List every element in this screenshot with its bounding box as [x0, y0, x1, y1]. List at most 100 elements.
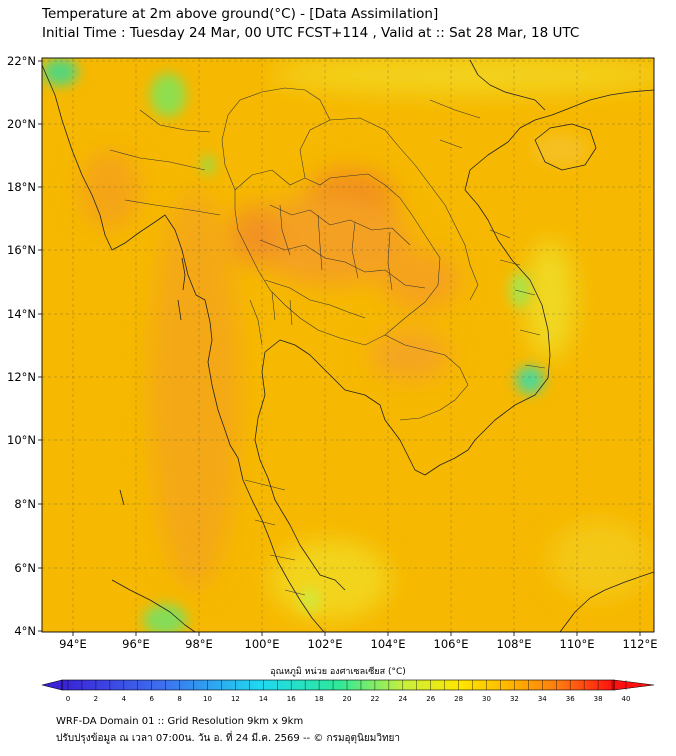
graticule — [42, 58, 654, 632]
cold-spot-chin-hills — [150, 73, 186, 117]
colorbar-tick-label: 40 — [622, 695, 631, 703]
lat-label: 8°N — [14, 497, 36, 511]
warm-area-central — [250, 195, 410, 285]
warm-area-andaman — [150, 190, 240, 590]
cool-area-highlands — [525, 240, 575, 360]
colorbar-tick-label: 24 — [398, 695, 407, 703]
lon-label: 104°E — [371, 637, 406, 651]
warm-regions — [80, 150, 460, 590]
colorbar-min-extension — [41, 679, 63, 691]
colorbar-tick-label: 30 — [482, 695, 491, 703]
colorbar-ticks — [67, 680, 627, 690]
coastline-gulf-north — [264, 339, 386, 421]
border-provinces-3 — [279, 204, 393, 291]
provincial-borders — [109, 87, 546, 596]
lon-label: 108°E — [497, 637, 532, 651]
coastline-borneo — [559, 571, 654, 632]
coastlines — [42, 59, 654, 632]
lon-label: 102°E — [308, 637, 343, 651]
colorbar-tick-label: 16 — [287, 695, 296, 703]
cold-spot-northwest — [42, 58, 78, 86]
colorbar-tick-label: 28 — [454, 695, 463, 703]
colorbar-tick-label: 26 — [426, 695, 435, 703]
lat-label: 16°N — [7, 243, 36, 257]
cold-spot-malay-ranges — [300, 588, 320, 612]
lat-label: 4°N — [14, 624, 36, 638]
colorbar-tick-label: 18 — [315, 695, 324, 703]
lon-label: 110°E — [560, 637, 595, 651]
cool-regions — [270, 58, 654, 620]
lon-label: 106°E — [434, 637, 469, 651]
lat-label: 12°N — [7, 370, 36, 384]
colorbar-tick-label: 36 — [566, 695, 575, 703]
colorbar-max-extension — [613, 679, 655, 691]
colorbar-tick-label: 4 — [122, 695, 127, 703]
coastline-malay-west — [237, 457, 325, 632]
lon-label: 112°E — [623, 637, 658, 651]
cool-area-southsea — [550, 520, 650, 600]
colorbar-tick-label: 6 — [149, 695, 154, 703]
cold-spot-shan — [202, 155, 214, 175]
latitude-axis: 22°N 20°N 18°N 16°N 14°N 12°N 10°N 8°N 6… — [7, 54, 42, 638]
lat-label: 22°N — [7, 54, 36, 68]
colorbar-tick-label: 20 — [343, 695, 352, 703]
cold-spot-sumatra — [143, 604, 187, 632]
coastline-hainan — [534, 123, 597, 171]
lon-label: 96°E — [122, 637, 150, 651]
footer-model-info: WRF-DA Domain 01 :: Grid Resolution 9km … — [56, 716, 304, 727]
colorbar-tick-label: 22 — [370, 695, 379, 703]
lat-label: 20°N — [7, 117, 36, 131]
border-myanmar-east — [221, 87, 331, 191]
cold-spot-annamite — [510, 272, 530, 308]
border-provinces-2 — [259, 239, 426, 289]
lat-label: 18°N — [7, 180, 36, 194]
coastline-andaman-islands — [119, 257, 186, 506]
hot-spot-north — [230, 205, 280, 265]
colorbar-tick-label: 10 — [203, 695, 212, 703]
colorbar-tick-label: 32 — [510, 695, 519, 703]
border-myanmar-states — [109, 109, 221, 216]
temperature-field — [42, 58, 654, 632]
colorbar: 0 2 4 6 8 10 12 14 16 18 20 22 24 26 28 30 32 34 36 38 40 — [41, 679, 655, 703]
footer-update-info: ปรับปรุงข้อมูล ณ เวลา 07:00น. วัน อ. ที่… — [56, 733, 401, 744]
warm-area-myanmar — [80, 150, 140, 230]
lat-label: 14°N — [7, 307, 36, 321]
lat-label: 6°N — [14, 561, 36, 575]
colorbar-frame — [61, 679, 615, 691]
coastline-sumatra — [111, 579, 196, 632]
map-subtitle: Initial Time : Tuesday 24 Mar, 00 UTC FC… — [42, 25, 580, 41]
cold-spot-central-highlands — [516, 366, 544, 394]
colorbar-tick-label: 14 — [259, 695, 268, 703]
colorbar-labels: 0 2 4 6 8 10 12 14 16 18 20 22 24 26 28 30 32 34 36 38 40 — [66, 695, 631, 703]
border-malay-states — [244, 479, 306, 596]
warm-area-east — [380, 250, 460, 310]
warm-spot-hainan — [532, 134, 588, 166]
border-provinces-5 — [249, 291, 293, 346]
colorbar-tick-label: 38 — [594, 695, 603, 703]
coastline-myanmar-west — [42, 64, 239, 459]
colorbar-tick-label: 12 — [231, 695, 240, 703]
colorbar-gradient — [62, 680, 614, 690]
border-vietnam-provinces — [429, 99, 546, 369]
border-provinces-1 — [269, 204, 411, 246]
lon-label: 94°E — [59, 637, 87, 651]
colorbar-tick-label: 8 — [177, 695, 181, 703]
lon-label: 100°E — [245, 637, 280, 651]
colorbar-title: อุณหภูมิ หน่วย องศาเซลเซียส (°C) — [270, 667, 406, 677]
colorbar-tick-label: 2 — [94, 695, 98, 703]
border-laos — [299, 117, 479, 301]
map-frame — [41, 57, 655, 633]
border-thailand-north — [234, 169, 441, 346]
lon-label: 98°E — [185, 637, 213, 651]
map-title: Temperature at 2m above ground(°C) - [Da… — [42, 6, 439, 22]
lat-label: 10°N — [7, 433, 36, 447]
coastline-gulf-west — [254, 351, 346, 591]
warm-area-cambodia — [370, 330, 450, 380]
colorbar-tick-label: 34 — [538, 695, 547, 703]
cool-area-north-border — [270, 58, 654, 95]
longitude-axis: 94°E 96°E 98°E 100°E 102°E 104°E 106°E 1… — [59, 632, 657, 651]
colorbar-tick-label: 0 — [66, 695, 70, 703]
coastline-tonkin — [469, 59, 546, 111]
cold-spots — [42, 58, 588, 632]
